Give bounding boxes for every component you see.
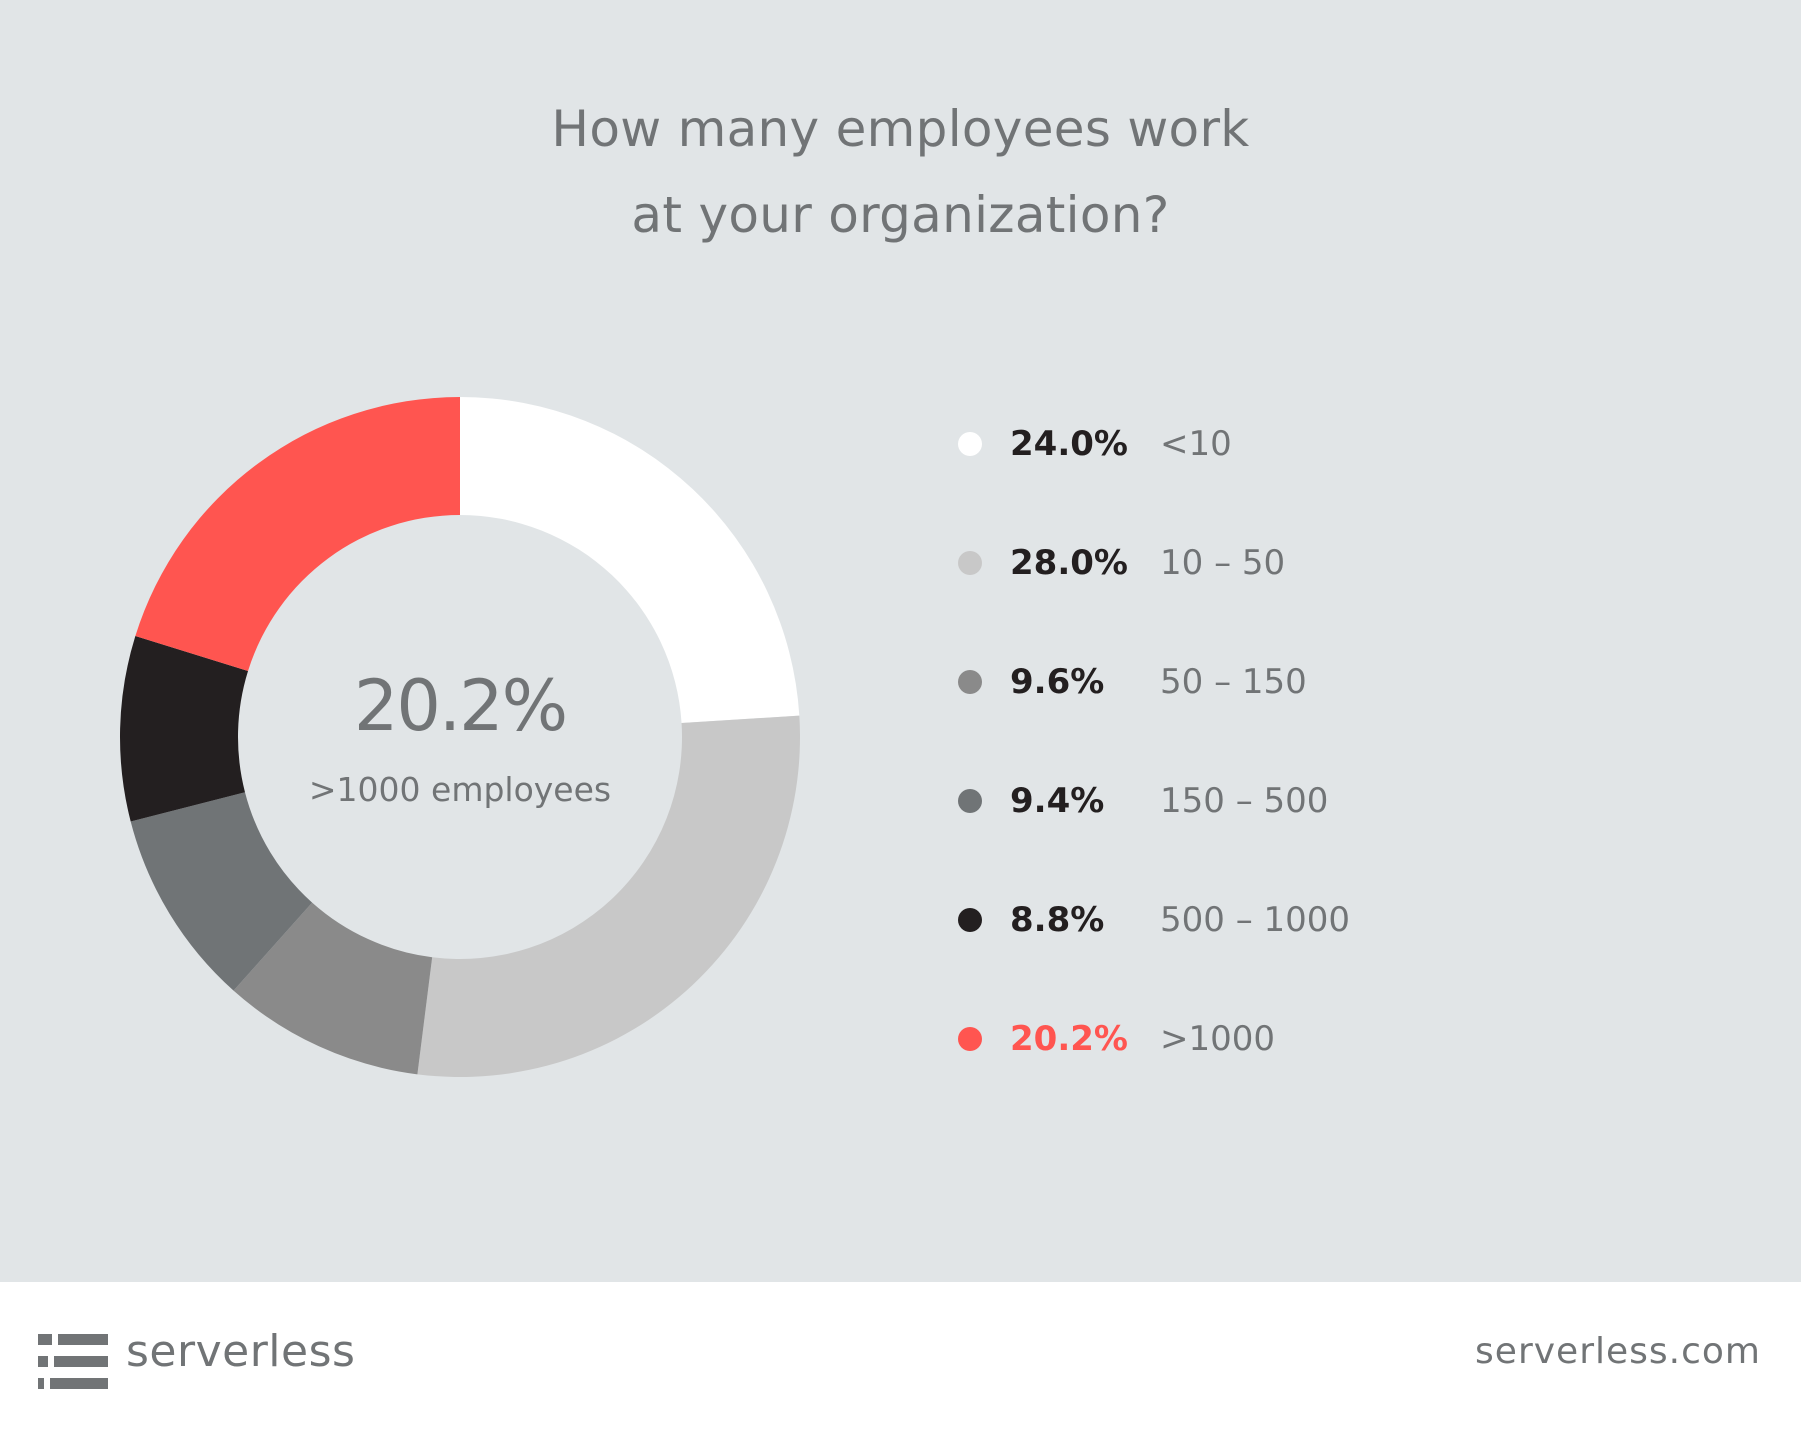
legend-dot bbox=[958, 908, 982, 932]
donut-slice-4 bbox=[130, 792, 313, 991]
legend-dot bbox=[958, 432, 982, 456]
legend-value: 9.6% bbox=[1010, 662, 1105, 702]
donut-slice-6 bbox=[135, 397, 460, 672]
legend-item-gt1000: 20.2% >1000 bbox=[940, 1009, 1460, 1069]
donut-center-label: >1000 employees bbox=[308, 770, 612, 809]
serverless-logo-svg bbox=[38, 1334, 108, 1389]
legend-dot bbox=[958, 789, 982, 813]
legend-item-50-150: 9.6% 50 – 150 bbox=[940, 652, 1460, 712]
legend-value: 28.0% bbox=[1010, 543, 1128, 583]
donut-slice-2 bbox=[417, 715, 800, 1077]
legend-item-500-1000: 8.8% 500 – 1000 bbox=[940, 890, 1460, 950]
donut-slice-1 bbox=[460, 397, 800, 724]
donut-center-value: 20.2% bbox=[353, 665, 568, 747]
footer: serverless serverless.com bbox=[0, 1282, 1801, 1441]
legend-value: 20.2% bbox=[1010, 1019, 1128, 1059]
legend-dot bbox=[958, 1027, 982, 1051]
donut-slice-3 bbox=[233, 902, 433, 1075]
legend-value: 24.0% bbox=[1010, 424, 1128, 464]
legend-dot bbox=[958, 670, 982, 694]
chart-title: How many employees work at your organiza… bbox=[0, 86, 1801, 258]
brand-name[interactable]: serverless bbox=[126, 1326, 356, 1377]
legend-label: 500 – 1000 bbox=[1160, 900, 1351, 940]
donut-slice-5 bbox=[120, 636, 249, 822]
legend-label: >1000 bbox=[1160, 1019, 1276, 1059]
serverless-logo-icon[interactable] bbox=[38, 1334, 108, 1394]
donut-chart bbox=[120, 397, 800, 1077]
site-url-link[interactable]: serverless.com bbox=[1475, 1331, 1761, 1372]
legend-item-10-50: 28.0% 10 – 50 bbox=[940, 533, 1460, 593]
chart-title-line-2: at your organization? bbox=[631, 186, 1170, 244]
legend-value: 8.8% bbox=[1010, 900, 1105, 940]
chart-panel: How many employees work at your organiza… bbox=[0, 86, 1801, 1077]
legend-value: 9.4% bbox=[1010, 781, 1105, 821]
chart-title-line-1: How many employees work bbox=[551, 100, 1250, 158]
legend-label: 10 – 50 bbox=[1160, 543, 1286, 583]
legend-label: 150 – 500 bbox=[1160, 781, 1329, 821]
legend-label: <10 bbox=[1160, 424, 1232, 464]
legend-item-150-500: 9.4% 150 – 500 bbox=[940, 771, 1460, 831]
legend-label: 50 – 150 bbox=[1160, 662, 1307, 702]
legend-dot bbox=[958, 551, 982, 575]
legend-item-lt10: 24.0% <10 bbox=[940, 414, 1460, 474]
